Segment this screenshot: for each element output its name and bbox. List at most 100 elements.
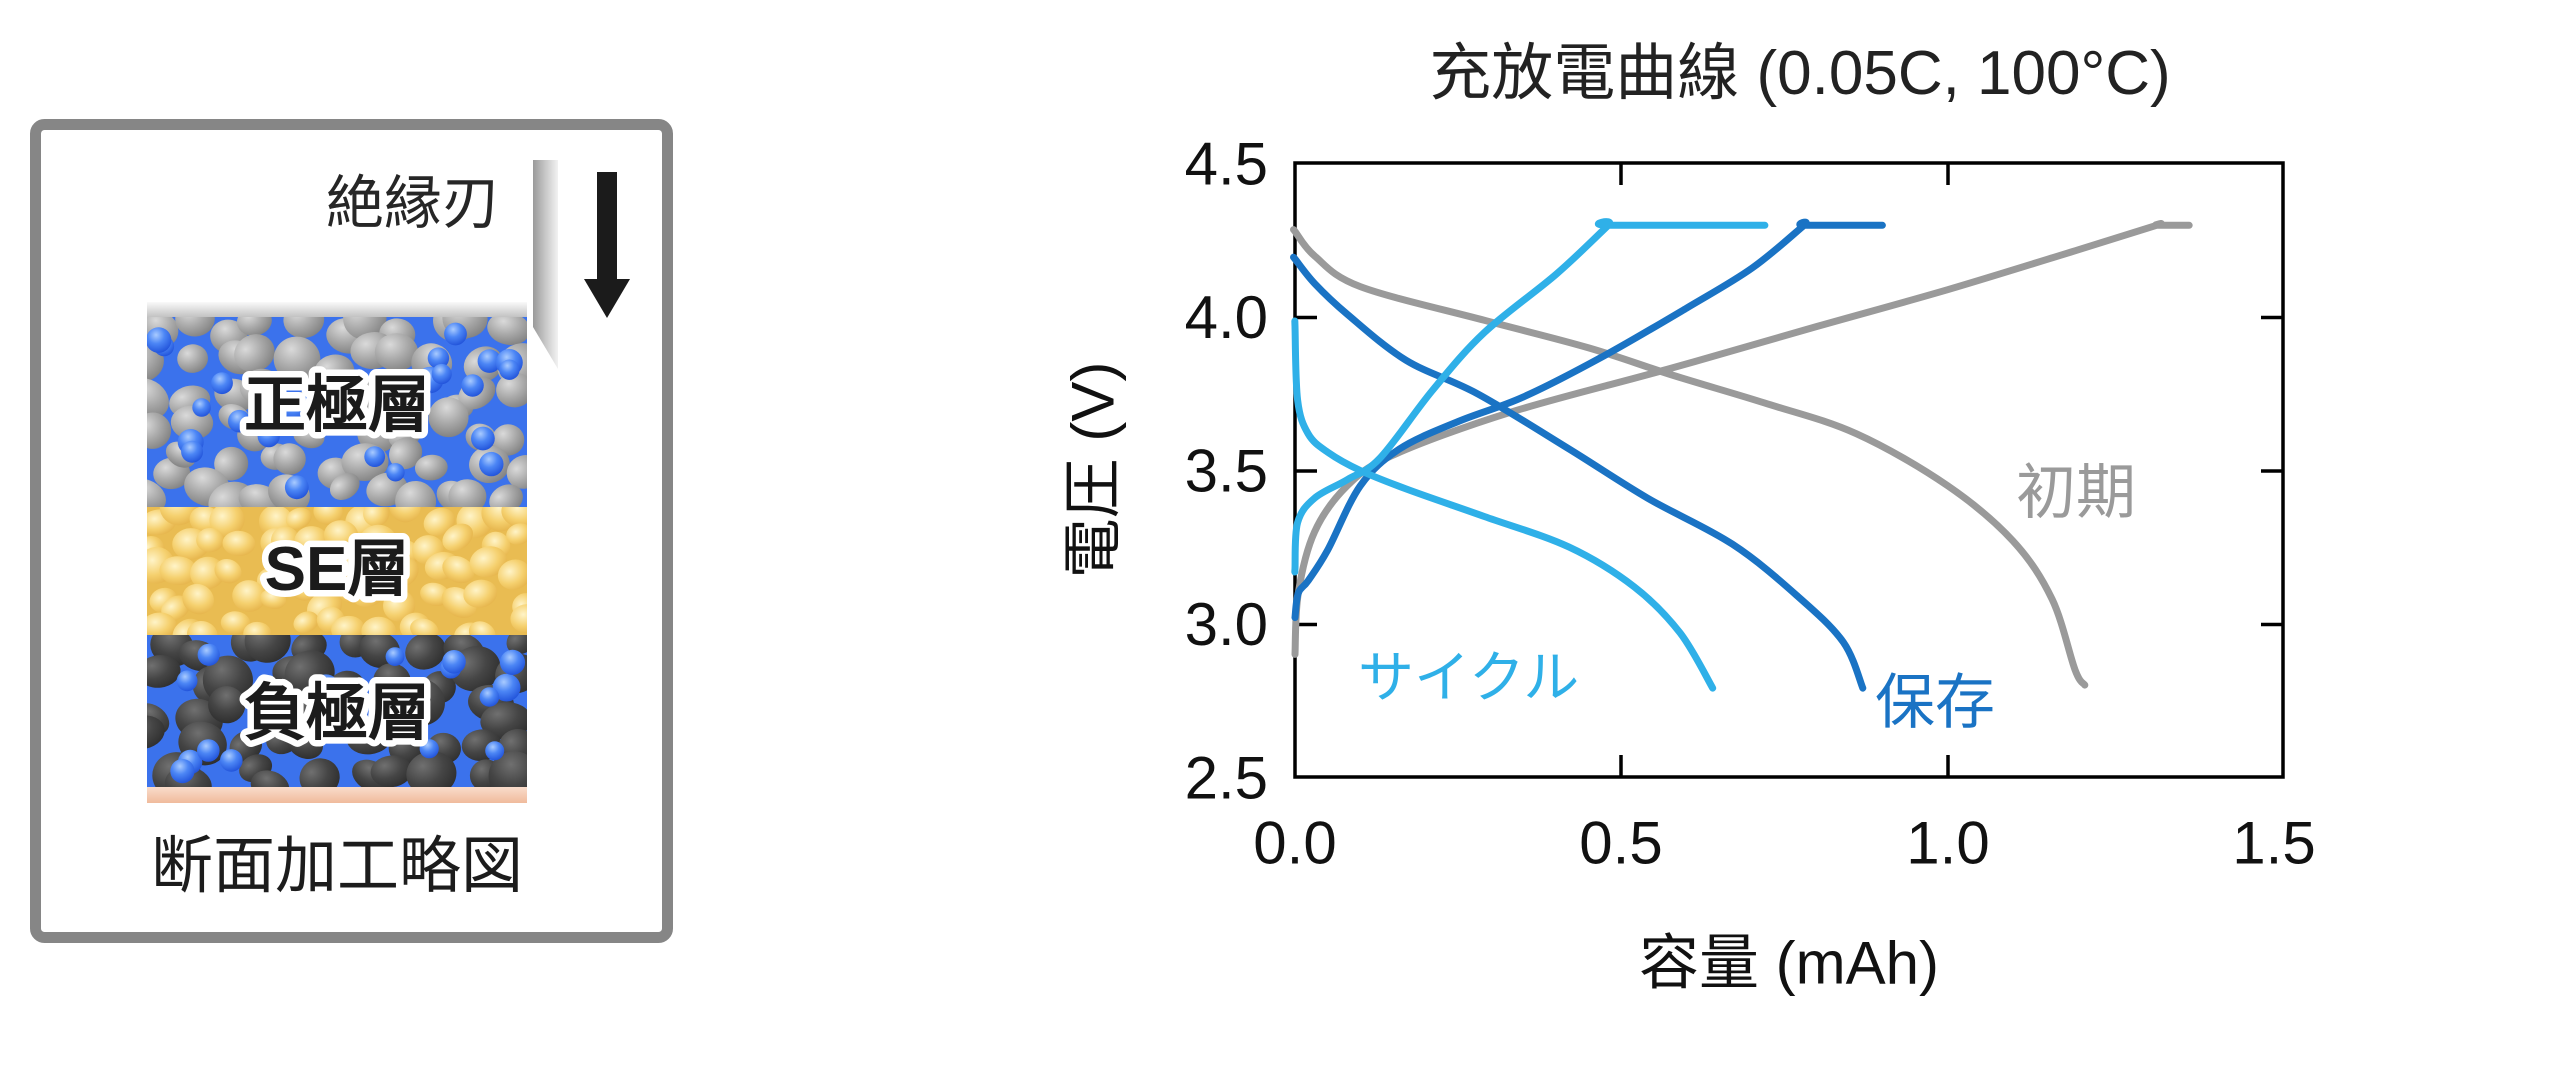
particle — [423, 507, 456, 536]
blade-label: 絶縁刃 — [326, 171, 500, 236]
particle — [488, 751, 527, 787]
particle — [220, 611, 251, 635]
filler-sphere — [257, 425, 280, 448]
particle — [214, 558, 242, 584]
particle — [310, 405, 346, 435]
particle — [389, 507, 421, 523]
particle — [159, 556, 198, 586]
x-tick-0.5: 0.5 — [1579, 810, 1662, 877]
filler-sphere — [312, 674, 340, 702]
curve-charge-初期 — [1291, 220, 2193, 658]
collector-strip — [147, 302, 527, 317]
particle — [410, 618, 439, 635]
series-label-storage: 保存 — [1875, 669, 1995, 736]
filler-sphere — [419, 739, 439, 759]
particle — [147, 612, 177, 635]
particle — [463, 579, 498, 608]
particle — [293, 611, 319, 633]
particle — [327, 377, 369, 417]
filler-sphere — [499, 359, 520, 380]
cross-section-diagram: 絶縁刃 正極層 SE層 負極層 断面加工略図 — [30, 119, 673, 943]
particle — [250, 770, 290, 787]
se-label: SE層 — [265, 535, 410, 604]
substrate-strip — [147, 787, 527, 803]
particle — [287, 728, 323, 759]
particle — [234, 334, 275, 373]
particle — [448, 479, 487, 507]
particle — [349, 572, 386, 608]
y-tick-3.5: 3.5 — [1185, 438, 1268, 505]
particle — [147, 412, 172, 449]
particle — [236, 317, 272, 336]
particle — [256, 567, 285, 593]
particle — [506, 455, 527, 489]
particle — [313, 507, 343, 525]
particle — [147, 655, 181, 688]
y-tick-3.0: 3.0 — [1185, 591, 1268, 658]
filler-sphere — [461, 374, 484, 397]
particle — [270, 548, 299, 576]
curve-charge-サイクル — [1291, 218, 1769, 576]
particle — [182, 583, 214, 615]
filler-sphere — [281, 394, 309, 422]
particle — [405, 635, 446, 670]
filler-sphere — [181, 440, 204, 463]
filler-sphere — [479, 451, 504, 477]
x-tick-0.0: 0.0 — [1253, 810, 1336, 877]
particle — [361, 616, 397, 635]
filler-sphere — [340, 701, 368, 729]
particle — [489, 484, 523, 507]
particle — [389, 437, 423, 470]
anode-particles — [147, 635, 527, 787]
particle — [506, 635, 527, 655]
filler-sphere — [170, 759, 195, 784]
particle — [260, 589, 287, 609]
particle — [147, 378, 169, 420]
particle — [147, 478, 166, 507]
particle — [468, 621, 496, 635]
particle — [332, 553, 362, 578]
particle — [243, 621, 272, 635]
cathode-particles — [147, 317, 527, 507]
filler-sphere — [176, 670, 198, 692]
filler-sphere — [403, 710, 426, 733]
particle — [214, 446, 249, 481]
y-tick-4.5: 4.5 — [1185, 131, 1268, 198]
particle — [175, 317, 215, 337]
particle — [506, 523, 527, 545]
curve-charge-保存 — [1291, 218, 1886, 622]
anode-label: 負極層 — [244, 679, 430, 748]
particle — [294, 526, 328, 555]
particle — [147, 715, 165, 750]
particle — [469, 546, 507, 578]
filler-sphere — [477, 349, 502, 373]
chart-title: 充放電曲線 (0.05C, 100°C) — [1429, 39, 2170, 108]
particle — [510, 604, 527, 634]
filler-sphere — [192, 398, 211, 417]
particle — [239, 368, 279, 403]
curve-discharge-サイクル — [1291, 317, 1717, 692]
particle — [288, 577, 315, 601]
series-label-initial: 初期 — [2016, 459, 2136, 526]
particle — [329, 473, 360, 500]
particle — [496, 372, 527, 408]
filler-sphere — [492, 673, 521, 702]
particle — [273, 443, 306, 475]
curve-discharge-初期 — [1290, 226, 2089, 689]
y-tick-2.5: 2.5 — [1185, 745, 1268, 812]
filler-sphere — [211, 372, 233, 395]
particle — [363, 507, 390, 527]
filler-sphere — [479, 687, 500, 707]
particle — [487, 317, 527, 345]
x-tick-1.5: 1.5 — [2232, 810, 2315, 877]
filler-sphere — [197, 643, 220, 666]
insulating-blade — [533, 160, 558, 369]
particle — [442, 523, 473, 551]
particle — [491, 424, 525, 456]
particle — [343, 317, 387, 340]
filler-sphere — [220, 749, 243, 772]
filler-sphere — [369, 375, 389, 394]
filler-sphere — [427, 347, 450, 369]
y-axis-label: 電圧 (V) — [1060, 362, 1127, 579]
filler-sphere — [284, 475, 309, 500]
